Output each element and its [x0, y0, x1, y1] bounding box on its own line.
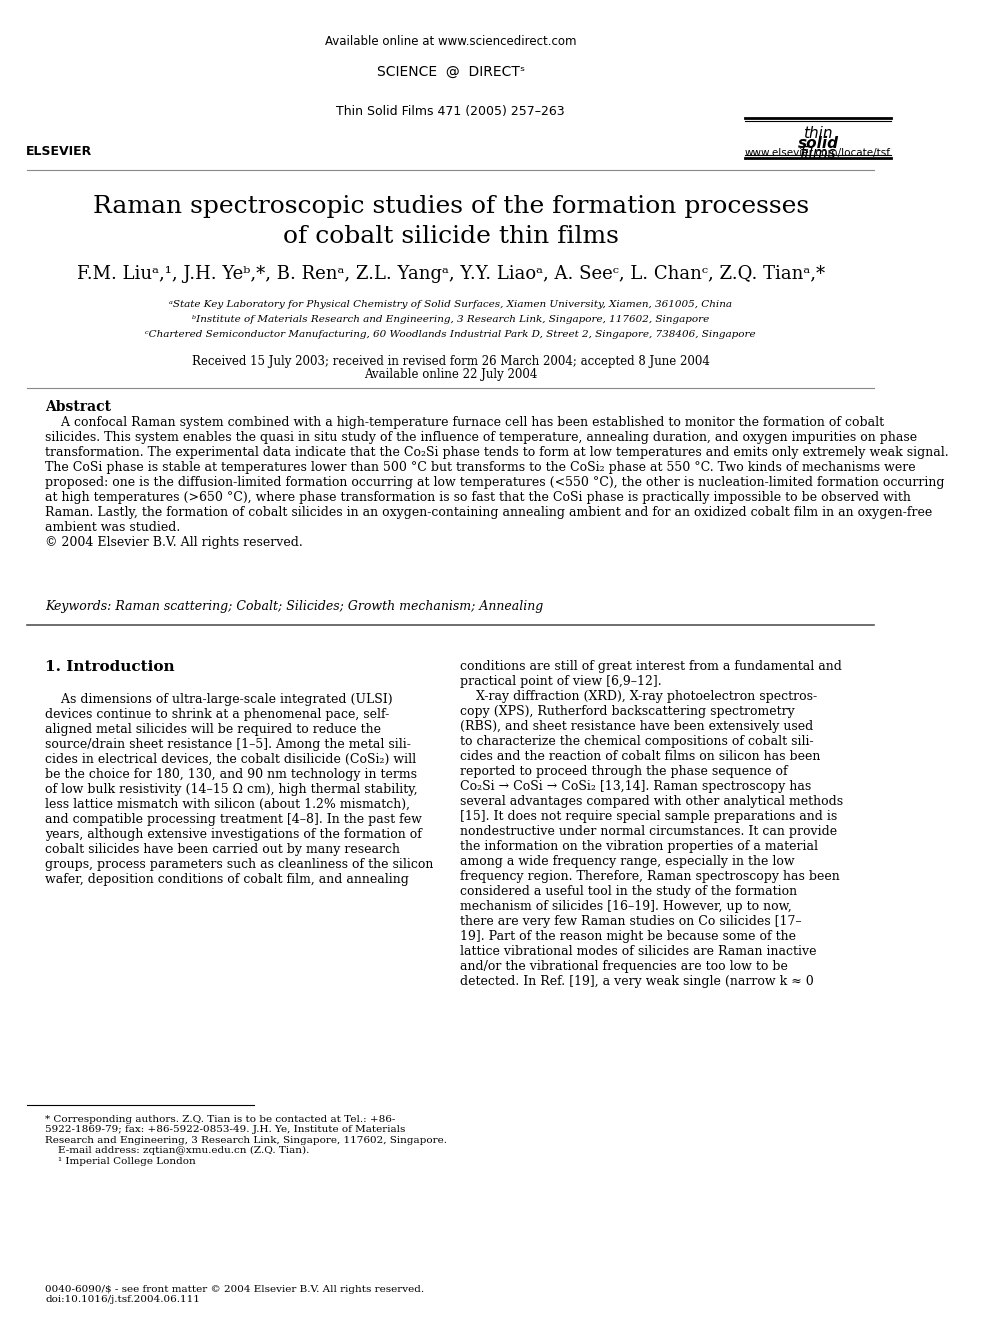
Text: films: films [800, 146, 836, 161]
Text: Raman spectroscopic studies of the formation processes: Raman spectroscopic studies of the forma… [92, 194, 808, 218]
Text: SCIENCE  @  DIRECTˢ: SCIENCE @ DIRECTˢ [377, 65, 525, 79]
Text: Available online at www.sciencedirect.com: Available online at www.sciencedirect.co… [325, 34, 576, 48]
Text: thin: thin [804, 126, 832, 142]
Text: Keywords: Raman scattering; Cobalt; Silicides; Growth mechanism; Annealing: Keywords: Raman scattering; Cobalt; Sili… [46, 601, 544, 613]
Text: www.elsevier.com/locate/tsf: www.elsevier.com/locate/tsf [745, 148, 891, 157]
Text: 1. Introduction: 1. Introduction [46, 660, 175, 673]
Text: ᵃState Key Laboratory for Physical Chemistry of Solid Surfaces, Xiamen Universit: ᵃState Key Laboratory for Physical Chemi… [170, 300, 732, 310]
Text: ELSEVIER: ELSEVIER [26, 146, 92, 157]
Text: A confocal Raman system combined with a high-temperature furnace cell has been e: A confocal Raman system combined with a … [46, 415, 949, 549]
Text: conditions are still of great interest from a fundamental and
practical point of: conditions are still of great interest f… [460, 660, 843, 988]
Text: ᵇInstitute of Materials Research and Engineering, 3 Research Link, Singapore, 11: ᵇInstitute of Materials Research and Eng… [192, 315, 709, 324]
Text: Thin Solid Films 471 (2005) 257–263: Thin Solid Films 471 (2005) 257–263 [336, 105, 565, 118]
Text: of cobalt silicide thin films: of cobalt silicide thin films [283, 225, 619, 247]
Text: Received 15 July 2003; received in revised form 26 March 2004; accepted 8 June 2: Received 15 July 2003; received in revis… [191, 355, 709, 368]
Text: ᶜChartered Semiconductor Manufacturing, 60 Woodlands Industrial Park D, Street 2: ᶜChartered Semiconductor Manufacturing, … [146, 329, 756, 339]
Text: Available online 22 July 2004: Available online 22 July 2004 [364, 368, 538, 381]
Text: F.M. Liuᵃ,¹, J.H. Yeᵇ,*, B. Renᵃ, Z.L. Yangᵃ, Y.Y. Liaoᵃ, A. Seeᶜ, L. Chanᶜ, Z.Q: F.M. Liuᵃ,¹, J.H. Yeᵇ,*, B. Renᵃ, Z.L. Y… [76, 265, 824, 283]
Text: * Corresponding authors. Z.Q. Tian is to be contacted at Tel.: +86-
5922-1869-79: * Corresponding authors. Z.Q. Tian is to… [46, 1115, 447, 1166]
Text: 0040-6090/$ - see front matter © 2004 Elsevier B.V. All rights reserved.
doi:10.: 0040-6090/$ - see front matter © 2004 El… [46, 1285, 425, 1304]
Text: As dimensions of ultra-large-scale integrated (ULSI)
devices continue to shrink : As dimensions of ultra-large-scale integ… [46, 693, 434, 886]
Text: Abstract: Abstract [46, 400, 111, 414]
Text: solid: solid [798, 136, 838, 151]
